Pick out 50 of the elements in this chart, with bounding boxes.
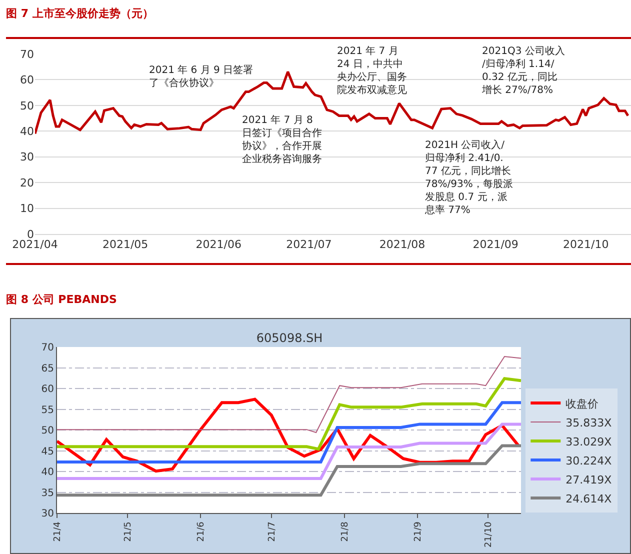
x-tick-label: 21/8 (340, 521, 350, 542)
y-tick-label: 70 (41, 342, 54, 354)
x-tick-label: 21/9 (413, 521, 424, 542)
line-series (57, 401, 521, 464)
annotation: 2021H 公司收入/归母净利 2.41/0.77 亿元，同比增长 78%/93%，每股派发股息 0.7 元，派息率 77% (424, 139, 513, 216)
legend-label: 27.419X (566, 473, 612, 486)
x-tick-label: 21/5 (124, 522, 134, 542)
x-tick-label: 2021/04 (12, 238, 58, 252)
y-tick-label: 50 (41, 426, 54, 436)
legend-label: 33.029X (566, 435, 612, 448)
x-tick-label: 2021/06 (196, 238, 242, 252)
x-tick-label: 2021/07 (286, 238, 332, 252)
y-tick-label: 30 (20, 150, 34, 164)
y-tick-label: 20 (20, 176, 34, 190)
x-tick-label: 2021/09 (472, 238, 518, 252)
y-tick-label: 70 (20, 48, 34, 61)
annotation: 2021 年 7 月 24 日，中共中央办公厅、国务院发布双减意见 (337, 45, 407, 96)
chart-title: 图 7 上市至今股价走势（元） (6, 6, 154, 21)
y-tick-label: 60 (20, 74, 34, 87)
y-tick-label: 10 (20, 202, 34, 216)
y-tick-label: 0 (27, 228, 34, 241)
y-tick-label: 60 (41, 384, 54, 395)
line-series (57, 377, 521, 451)
legend-label: 24.614X (566, 492, 612, 506)
line-series (57, 422, 521, 480)
legend-label: 收盘价 (566, 397, 599, 410)
y-tick-label: 40 (41, 467, 54, 478)
y-tick-label: 50 (20, 99, 34, 112)
line-series (57, 356, 521, 433)
y-tick-label: 45 (41, 446, 54, 458)
chart-title: 图 8 公司 PEBANDS (6, 292, 117, 307)
annotation: 2021 年 6 月 9 日签署了《合伙协议》 (149, 64, 254, 89)
line-series (57, 444, 521, 497)
legend-label: 30.224X (566, 454, 612, 468)
x-tick-label: 21/4 (52, 521, 63, 542)
x-tick-label: 2021/05 (102, 238, 148, 252)
chart-subtitle: 605098.SH (256, 330, 323, 345)
y-tick-label: 35 (41, 488, 54, 499)
annotation: 2021 年 7 月 8 日签订《项目合作协议》，合作开展企业税务咨询服务 (242, 114, 322, 165)
y-tick-label: 30 (41, 508, 54, 520)
legend-label: 35.833X (566, 416, 612, 430)
x-tick-label: 21/7 (267, 522, 278, 542)
x-tick-label: 21/6 (196, 521, 207, 542)
y-tick-label: 40 (20, 124, 34, 138)
x-tick-label: 2021/10 (563, 238, 609, 252)
y-tick-label: 55 (41, 404, 54, 416)
x-tick-label: 21/10 (484, 521, 494, 548)
annotation: 2021Q3 公司收入/归母净利 1.14/0.32 亿元，同比增长 27%/78% (481, 45, 565, 96)
x-tick-label: 2021/08 (379, 238, 426, 252)
y-tick-label: 65 (41, 363, 54, 374)
